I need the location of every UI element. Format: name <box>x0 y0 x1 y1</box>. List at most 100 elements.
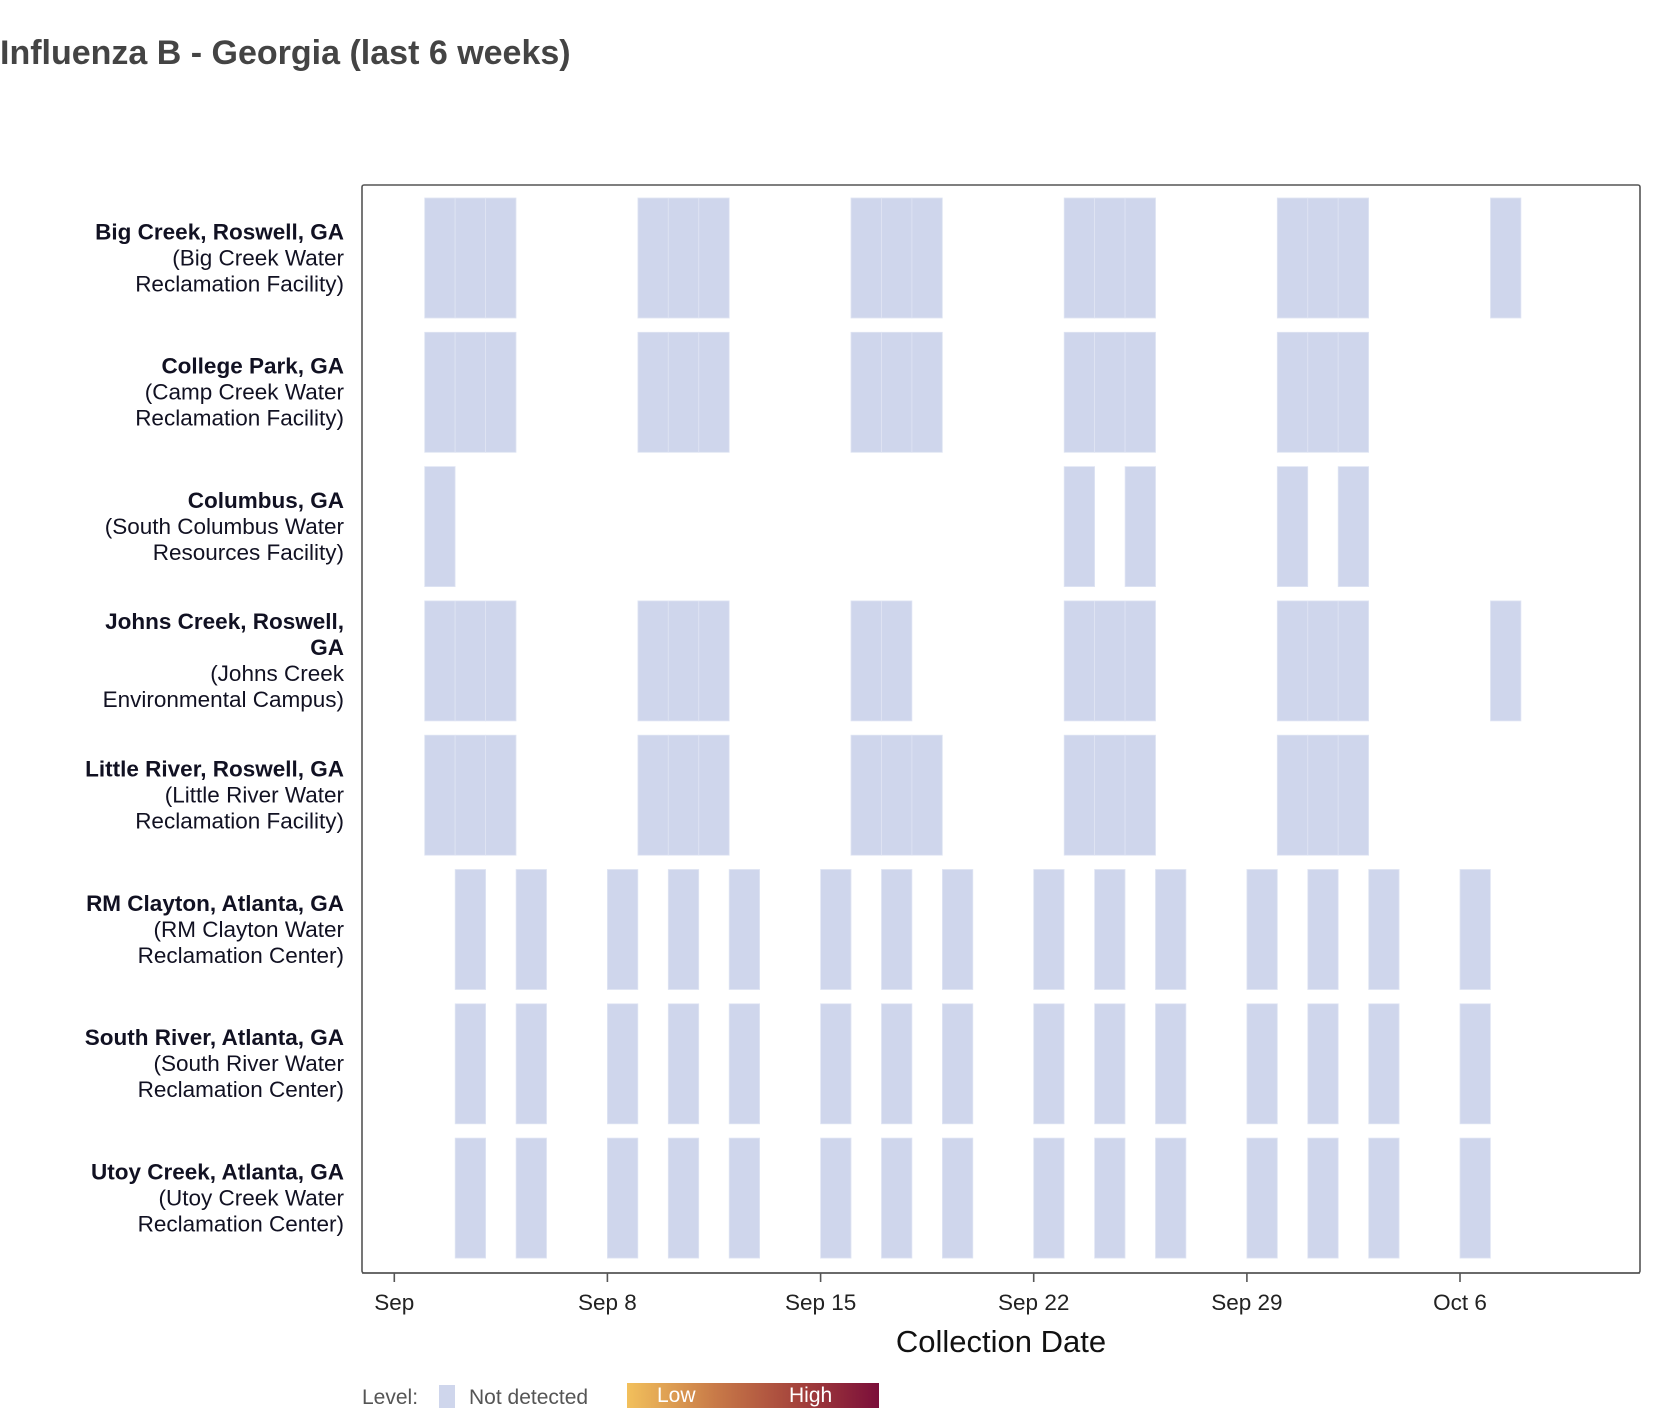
heatmap-cell <box>698 734 730 856</box>
site-facility-label: Environmental Campus) <box>103 687 344 712</box>
heatmap-cell <box>881 1003 913 1125</box>
site-facility-label: Reclamation Center) <box>138 1077 344 1102</box>
heatmap-cell <box>850 197 882 319</box>
heatmap-cell <box>881 734 913 856</box>
heatmap-cell <box>667 1003 700 1125</box>
site-facility-label: (Camp Creek Water <box>145 380 345 405</box>
heatmap-cell <box>1033 1003 1065 1125</box>
legend-not-detected-label: Not detected <box>469 1386 588 1409</box>
heatmap-cell <box>515 1137 547 1259</box>
heatmap-cell <box>1155 1003 1187 1125</box>
x-tick-label: Oct 6 <box>1433 1290 1487 1315</box>
heatmap-cell <box>1246 1003 1278 1125</box>
x-tick-label: Sep 29 <box>1211 1290 1282 1315</box>
x-tick-label: Sep <box>374 1290 414 1315</box>
heatmap-cell <box>850 734 882 856</box>
heatmap-cell <box>1490 600 1522 722</box>
heatmap-cell <box>1368 1003 1400 1125</box>
heatmap-cell <box>942 1003 974 1125</box>
heatmap-cell <box>1094 600 1126 722</box>
heatmap-cell <box>424 600 456 722</box>
heatmap-cell <box>637 734 669 856</box>
heatmap-cell <box>698 197 730 319</box>
heatmap-cell <box>1033 1137 1065 1259</box>
heatmap-cell <box>1033 869 1065 990</box>
heatmap-cell <box>1063 600 1095 722</box>
heatmap-cell <box>454 734 487 856</box>
legend: Level: Not detected Low High <box>362 1383 879 1409</box>
heatmap-cell <box>607 1137 639 1259</box>
heatmap-cell <box>485 734 517 856</box>
site-facility-label: (Little River Water <box>165 783 345 808</box>
heatmap-cell <box>485 331 517 453</box>
heatmap-cell <box>1276 600 1309 722</box>
heatmap-cell <box>1368 1137 1400 1259</box>
site-name-label: Utoy Creek, Atlanta, GA <box>91 1159 344 1184</box>
site-name-label: College Park, GA <box>161 354 344 379</box>
heatmap-cell <box>1094 197 1126 319</box>
heatmap-cell <box>1094 734 1126 856</box>
heatmap-cell <box>1307 1003 1339 1125</box>
heatmap-cell <box>1459 1003 1491 1125</box>
heatmap-cell <box>820 1137 852 1259</box>
heatmap-cell <box>1490 197 1522 319</box>
heatmap-cell <box>1124 331 1156 453</box>
heatmap-cell <box>881 1137 913 1259</box>
heatmap-cell <box>1063 466 1095 588</box>
site-facility-label: (Utoy Creek Water <box>159 1185 345 1210</box>
site-name-label: GA <box>310 635 344 660</box>
legend-not-detected-swatch <box>439 1385 455 1408</box>
heatmap-cell <box>911 734 943 856</box>
heatmap-cell <box>1337 466 1369 588</box>
site-facility-label: (Big Creek Water <box>172 245 344 270</box>
site-labels: Big Creek, Roswell, GA(Big Creek Water Re… <box>85 219 345 1236</box>
plot-panel-border <box>361 184 1641 1274</box>
site-name-label: Columbus, GA <box>188 488 344 513</box>
heatmap-cell <box>820 869 852 990</box>
heatmap-cell <box>1368 869 1400 990</box>
x-tick-label: Sep 15 <box>785 1290 856 1315</box>
heatmap-cell <box>728 1137 761 1259</box>
heatmap-cell <box>515 869 547 990</box>
heatmap-cell <box>850 600 882 722</box>
heatmap-cell <box>1276 331 1309 453</box>
heatmap-cell <box>881 869 913 990</box>
heatmap-cell <box>1337 197 1369 319</box>
site-facility-label: Reclamation Center) <box>138 943 344 968</box>
heatmap-cell <box>424 331 456 453</box>
heatmap-cell <box>1124 466 1156 588</box>
heatmap-cell <box>1337 331 1369 453</box>
heatmap-cell <box>1246 1137 1278 1259</box>
heatmap-cell <box>607 1003 639 1125</box>
site-name-label: RM Clayton, Atlanta, GA <box>86 891 344 916</box>
heatmap-cell <box>881 600 913 722</box>
heatmap-cell <box>454 331 487 453</box>
heatmap-cell <box>850 331 882 453</box>
heatmap-cell <box>1459 1137 1491 1259</box>
heatmap-cell <box>698 331 730 453</box>
heatmap-cells <box>424 197 1522 1259</box>
heatmap-cell <box>728 869 761 990</box>
legend-title: Level: <box>362 1386 418 1409</box>
legend-low-label: Low <box>657 1384 696 1407</box>
heatmap-cell <box>881 197 913 319</box>
heatmap-cell <box>1459 869 1491 990</box>
heatmap-cell <box>942 1137 974 1259</box>
x-axis: Sep Sep 8 Sep 15 Sep 22 Sep 29 Oct 6 <box>362 1272 1640 1315</box>
heatmap-cell <box>1307 1137 1339 1259</box>
heatmap-cell <box>667 869 700 990</box>
heatmap-cell <box>1246 869 1278 990</box>
heatmap-cell <box>515 1003 547 1125</box>
heatmap-cell <box>1276 734 1309 856</box>
heatmap-cell <box>1094 1003 1126 1125</box>
x-tick-label: Sep 22 <box>998 1290 1069 1315</box>
x-tick-label: Sep 8 <box>578 1290 637 1315</box>
heatmap-cell <box>1337 600 1369 722</box>
heatmap-cell <box>424 466 456 588</box>
chart-title: Influenza B - Georgia (last 6 weeks) <box>0 34 571 72</box>
heatmap-cell <box>1307 197 1339 319</box>
heatmap-cell <box>667 197 700 319</box>
site-name-label: Johns Creek, Roswell, <box>105 609 344 634</box>
heatmap-cell <box>942 869 974 990</box>
site-name-label: Big Creek, Roswell, GA <box>95 219 344 244</box>
